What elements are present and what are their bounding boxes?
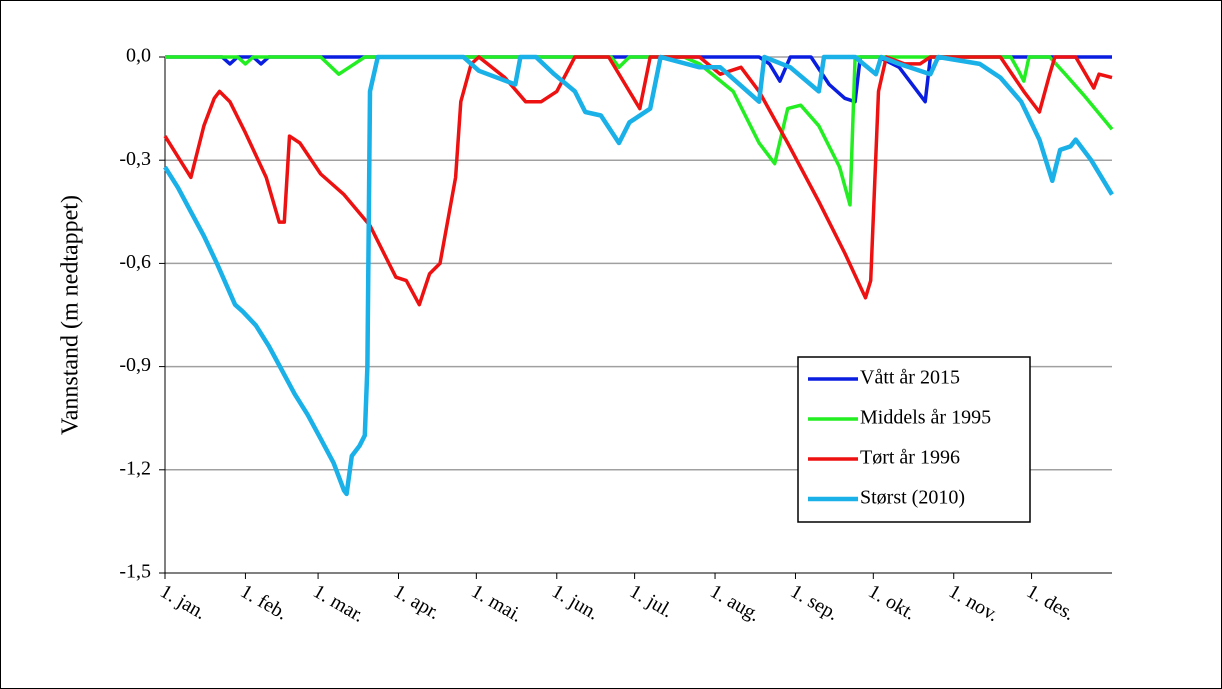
y-tick-label: -1,5 [119, 561, 151, 583]
legend-label: Tørt år 1996 [860, 447, 960, 469]
series-line [163, 55, 1113, 307]
series-line [165, 55, 1114, 207]
y-tick-label: -0,6 [119, 251, 151, 273]
series-line [163, 54, 1114, 497]
legend-label: Størst (2010) [860, 487, 965, 509]
y-axis-label: Vannstand (m nedtappet) [58, 195, 84, 435]
y-tick-label: -0,9 [119, 354, 151, 376]
legend-box [797, 356, 1031, 523]
series-line [165, 55, 1112, 104]
legend-label: Middels år 1995 [860, 407, 991, 429]
y-tick-label: -0,3 [119, 148, 151, 170]
legend-label: Vått år 2015 [860, 367, 960, 389]
y-tick-label: -1,2 [119, 457, 151, 479]
y-tick-label: 0,0 [126, 45, 151, 67]
